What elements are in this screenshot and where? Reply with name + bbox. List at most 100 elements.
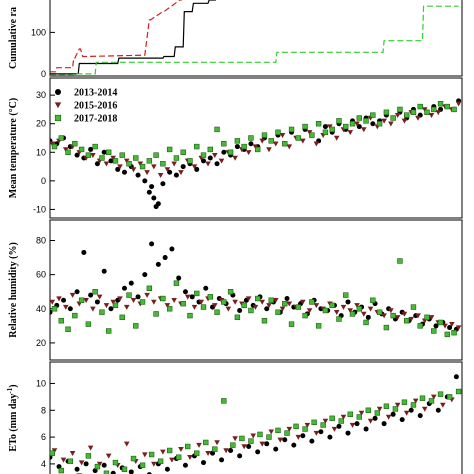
panel-2-series-0-point-7 — [94, 299, 100, 305]
panel-2-series-2-point-15 — [153, 311, 159, 317]
panel-3-series-1-point-32 — [340, 414, 347, 420]
panel-2-series-2-point-1 — [58, 318, 64, 324]
panel-1-series-0-point-4 — [74, 152, 80, 158]
panel-2-ytick-label-1: 40 — [36, 304, 46, 314]
panel-1-frame — [49, 77, 463, 219]
panel-3-series-2-point-22 — [248, 438, 254, 444]
panel-3-series-2-point-8 — [121, 466, 128, 472]
panel-1-series-0-point-17 — [151, 195, 157, 201]
panel-2-series-1-point-37 — [300, 299, 306, 305]
panel-1-series-2-point-33 — [275, 129, 281, 135]
panel-1-series-2-point-49 — [383, 109, 390, 115]
panel-2-series-0-point-5 — [81, 249, 87, 255]
panel-2-series-0-point-35 — [284, 296, 290, 302]
panel-3-series-0-point-21 — [237, 453, 243, 459]
panel-2-series-2-point-57 — [437, 319, 444, 326]
panel-3-series-2-point-29 — [311, 419, 317, 426]
panel-1-series-2-point-21 — [194, 143, 200, 150]
panel-1-series-0-point-10 — [115, 166, 121, 172]
panel-1-series-1-point-21 — [191, 164, 198, 170]
panel-2-series-0-point-59 — [447, 325, 453, 331]
panel-1-series-0-point-33 — [248, 141, 254, 147]
panel-2-series-2-point-49 — [383, 324, 390, 331]
panel-1-series-0-point-27 — [207, 155, 213, 161]
panel-3-series-2-point-15 — [185, 443, 191, 450]
panel-1-legend-marker-1 — [54, 102, 62, 109]
panel-1-series-1-point-17 — [164, 167, 171, 173]
panel-1-series-2-point-30 — [254, 146, 261, 153]
panel-2-series-1-point-27 — [232, 299, 238, 305]
panel-1-series-1-point-10 — [117, 164, 123, 170]
panel-2-ytick-label-2: 60 — [36, 270, 46, 280]
panel-1-series-0-point-8 — [101, 149, 107, 155]
panel-3-ytick-label-0: 4 — [41, 459, 46, 469]
panel-1-series-2-point-23 — [207, 146, 213, 153]
panel-2-series-1-point-18 — [171, 298, 177, 304]
panel-1-series-0-point-29 — [221, 149, 227, 155]
panel-2-series-2-point-40 — [322, 307, 329, 314]
panel-3-series-1-point-28 — [304, 422, 311, 428]
panel-1-plot-area — [50, 98, 462, 210]
panel-3-ytick-label-3: 10 — [36, 378, 46, 388]
panel-2-series-2-point-45 — [356, 306, 362, 312]
panel-1-series-2-point-15 — [153, 152, 159, 158]
panel-3-series-0-point-22 — [246, 443, 252, 449]
panel-1-series-1-point-27 — [232, 155, 238, 161]
panel-1-series-2-point-46 — [363, 118, 369, 124]
panel-3-series-1-point-10 — [142, 452, 148, 458]
panel-1-series-1-point-25 — [218, 158, 225, 164]
panel-2-series-0-point-14 — [142, 272, 148, 278]
panel-2-series-0-point-0 — [50, 309, 53, 315]
panel-2-series-2-point-54 — [417, 323, 423, 329]
panel-2-series-1-point-1 — [56, 296, 62, 302]
panel-1-series-0-point-31 — [234, 144, 240, 150]
panel-1-series-0-point-25 — [194, 166, 200, 172]
panel-1-ytick-label-3: 20 — [36, 119, 46, 129]
panel-1-ytick-label-0: -10 — [33, 204, 46, 214]
panel-1-series-1-point-39 — [313, 141, 320, 147]
panel-2-series-2-point-4 — [78, 297, 85, 303]
panel-3-series-2-point-25 — [275, 427, 281, 434]
panel-1-series-1-point-46 — [360, 127, 367, 133]
panel-2-series-2-point-9 — [112, 302, 119, 309]
panel-1-series-2-point-38 — [309, 132, 315, 138]
panel-3-series-2-point-17 — [203, 439, 209, 446]
panel-2-plot-area — [50, 241, 462, 338]
panel-2-series-1-point-3 — [69, 292, 76, 298]
panel-2-series-1-point-53 — [408, 316, 415, 322]
panel-2-series-0-point-2 — [61, 297, 67, 303]
panel-2-series-2-point-31 — [261, 318, 268, 324]
panel-0-series-2-line — [50, 5, 459, 76]
panel-1-series-2-point-8 — [105, 149, 112, 155]
panel-1-legend-label-1: 2015-2016 — [74, 101, 117, 112]
panel-3-series-2-point-6 — [103, 470, 110, 474]
panel-1-series-2-point-11 — [126, 161, 132, 167]
panel-0-plot-area — [50, 0, 459, 76]
panel-2-series-1-point-43 — [340, 304, 347, 310]
panel-3-series-2-point-9 — [130, 455, 137, 462]
panel-3-frame — [49, 361, 463, 474]
panel-1-series-1-point-18 — [171, 161, 177, 167]
panel-1-series-0-point-44 — [322, 124, 328, 130]
panel-3-series-1-point-38 — [394, 402, 401, 408]
panel-3-series-1-point-3 — [78, 460, 85, 466]
panel-3-series-2-point-28 — [302, 426, 308, 432]
panel-3-ytick-label-2: 8 — [41, 405, 46, 415]
panel-1-series-1-point-45 — [354, 121, 360, 127]
panel-2-series-1-point-33 — [272, 298, 279, 304]
panel-2-series-2-point-12 — [133, 323, 139, 329]
panel-3-series-1-point-37 — [385, 414, 392, 420]
panel-1-series-2-point-0 — [51, 143, 58, 150]
panel-1-series-2-point-14 — [146, 158, 153, 164]
panel-1-series-2-point-48 — [376, 121, 383, 127]
panel-1-series-2-point-26 — [227, 149, 234, 155]
panel-0-series-1-line — [50, 0, 183, 73]
panel-1-series-1-point-44 — [347, 130, 354, 136]
panel-1-series-0-point-49 — [356, 124, 362, 130]
panel-1-series-2-point-10 — [119, 152, 125, 158]
panel-3-series-1-point-33 — [349, 422, 356, 428]
panel-1-series-1-point-14 — [144, 170, 150, 176]
panel-1-series-1-point-15 — [151, 164, 157, 170]
panel-3-series-0-point-36 — [372, 415, 378, 421]
panel-1-ytick-label-4: 30 — [36, 90, 46, 100]
